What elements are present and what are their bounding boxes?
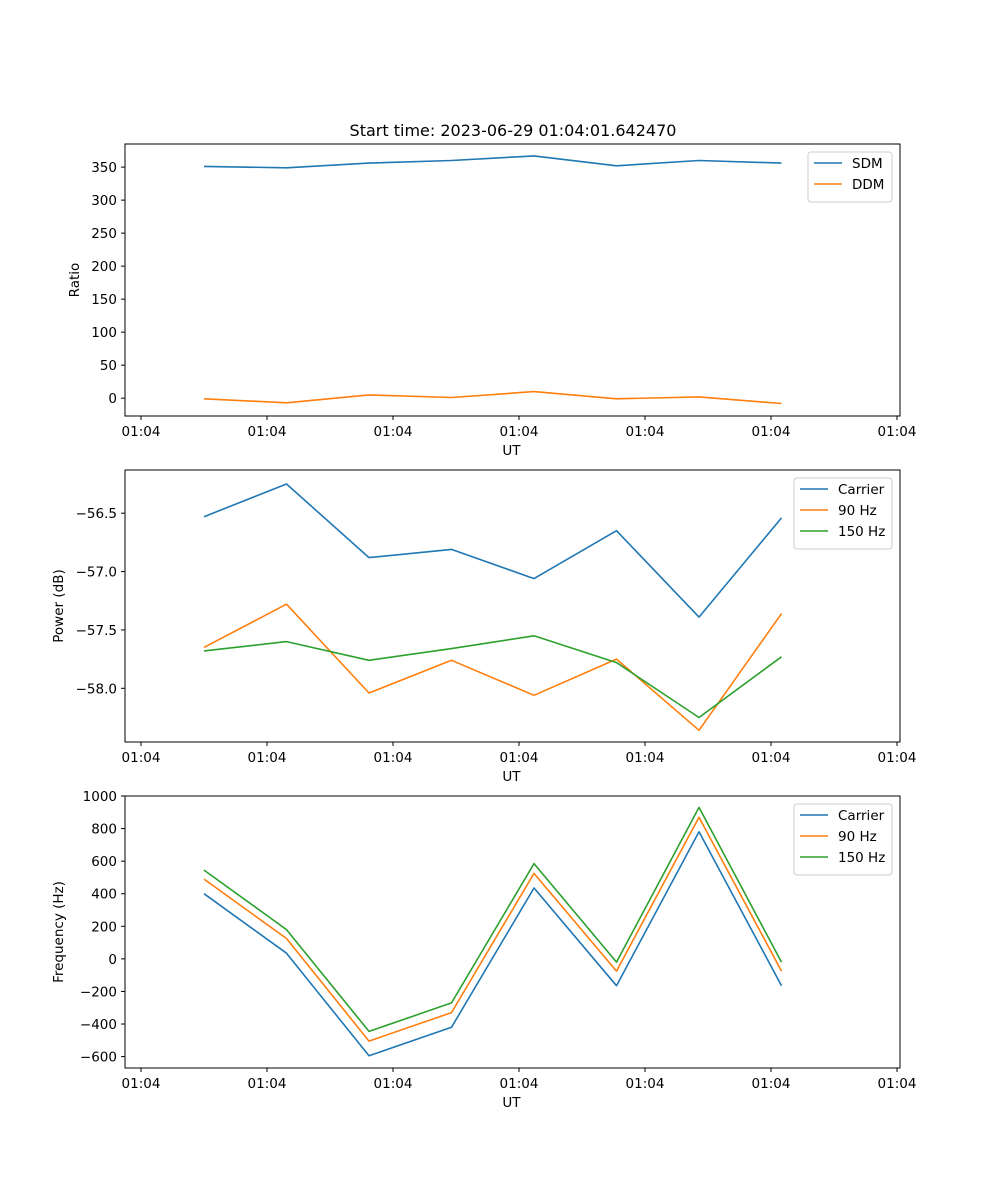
x-tick-label: 01:04 <box>878 750 917 766</box>
y-tick-label: 1000 <box>83 789 117 805</box>
series-line-ddm <box>203 390 782 405</box>
legend-label: 90 Hz <box>838 503 877 519</box>
series-line-carrier <box>203 830 783 1057</box>
y-axis-label: Frequency (Hz) <box>51 881 67 983</box>
x-axis-label: UT <box>502 1095 521 1111</box>
x-tick-label: 01:04 <box>500 1076 539 1092</box>
x-tick-label: 01:04 <box>248 750 287 766</box>
series-line-90-hz <box>203 603 783 732</box>
legend-label: 150 Hz <box>838 524 885 540</box>
x-tick-label: 01:04 <box>122 750 161 766</box>
y-tick-label: 200 <box>91 919 117 935</box>
frequency-panel: 01:0401:0401:0401:0401:0401:0401:0401:05… <box>51 789 917 1111</box>
x-tick-label: 01:04 <box>752 424 791 440</box>
series-line-90-hz <box>203 816 783 1042</box>
legend-label: 90 Hz <box>838 829 877 845</box>
y-tick-label: −600 <box>80 1050 117 1066</box>
y-tick-label: 600 <box>91 854 117 870</box>
x-axis-label: UT <box>502 443 521 459</box>
y-tick-label: −200 <box>80 984 117 1000</box>
y-tick-label: 250 <box>91 226 117 242</box>
series-line-150-hz <box>203 634 782 719</box>
y-tick-label: 0 <box>108 952 117 968</box>
y-tick-label: −57.5 <box>76 623 117 639</box>
x-tick-label: 01:04 <box>122 424 161 440</box>
x-tick-label: 01:04 <box>248 424 287 440</box>
y-tick-label: 200 <box>91 259 117 275</box>
x-tick-label: 01:04 <box>248 1076 287 1092</box>
legend-label: Carrier <box>838 808 885 824</box>
legend-label: 150 Hz <box>838 850 885 866</box>
legend-label: SDM <box>852 156 883 172</box>
y-tick-label: 400 <box>91 887 117 903</box>
series-line-sdm <box>203 155 782 169</box>
figure-title: Start time: 2023-06-29 01:04:01.642470 <box>350 121 677 140</box>
x-tick-label: 01:04 <box>374 424 413 440</box>
y-axis-label: Ratio <box>67 263 83 298</box>
legend-label: Carrier <box>838 482 885 498</box>
legend-box <box>807 151 893 203</box>
legend: SDM DDM <box>807 151 893 203</box>
axes-frame <box>124 143 901 417</box>
legend: Carrier 90 Hz 150 Hz <box>793 803 893 876</box>
axes-frame <box>124 469 901 743</box>
x-tick-label: 01:04 <box>752 1076 791 1092</box>
series-line-carrier <box>203 483 783 618</box>
x-tick-label: 01:04 <box>626 1076 665 1092</box>
y-tick-label: 800 <box>91 822 117 838</box>
x-tick-label: 01:04 <box>500 750 539 766</box>
y-tick-label: −58.0 <box>76 681 117 697</box>
legend: Carrier 90 Hz 150 Hz <box>793 477 893 550</box>
y-axis-label: Power (dB) <box>51 569 67 642</box>
y-tick-label: −400 <box>80 1017 117 1033</box>
y-tick-label: 300 <box>91 193 117 209</box>
y-tick-label: −57.0 <box>76 565 117 581</box>
y-tick-label: 0 <box>108 391 117 407</box>
x-tick-label: 01:04 <box>878 1076 917 1092</box>
x-tick-label: 01:04 <box>374 1076 413 1092</box>
legend-label: DDM <box>852 177 884 193</box>
y-tick-label: 350 <box>91 160 117 176</box>
y-tick-label: −56.5 <box>76 506 117 522</box>
axes-frame <box>124 795 901 1069</box>
x-tick-label: 01:04 <box>374 750 413 766</box>
x-tick-label: 01:04 <box>626 750 665 766</box>
power-panel: 01:0401:0401:0401:0401:0401:0401:0401:05… <box>51 469 917 785</box>
x-tick-label: 01:04 <box>626 424 665 440</box>
y-tick-label: 50 <box>100 358 117 374</box>
x-tick-label: 01:04 <box>500 424 539 440</box>
ratio-panel: 01:0401:0401:0401:0401:0401:0401:0401:05… <box>67 143 917 459</box>
x-axis-label: UT <box>502 769 521 785</box>
x-tick-label: 01:04 <box>878 424 917 440</box>
series-line-150-hz <box>203 806 783 1033</box>
y-tick-label: 150 <box>91 292 117 308</box>
x-tick-label: 01:04 <box>122 1076 161 1092</box>
x-tick-label: 01:04 <box>752 750 791 766</box>
y-tick-label: 100 <box>91 325 117 341</box>
